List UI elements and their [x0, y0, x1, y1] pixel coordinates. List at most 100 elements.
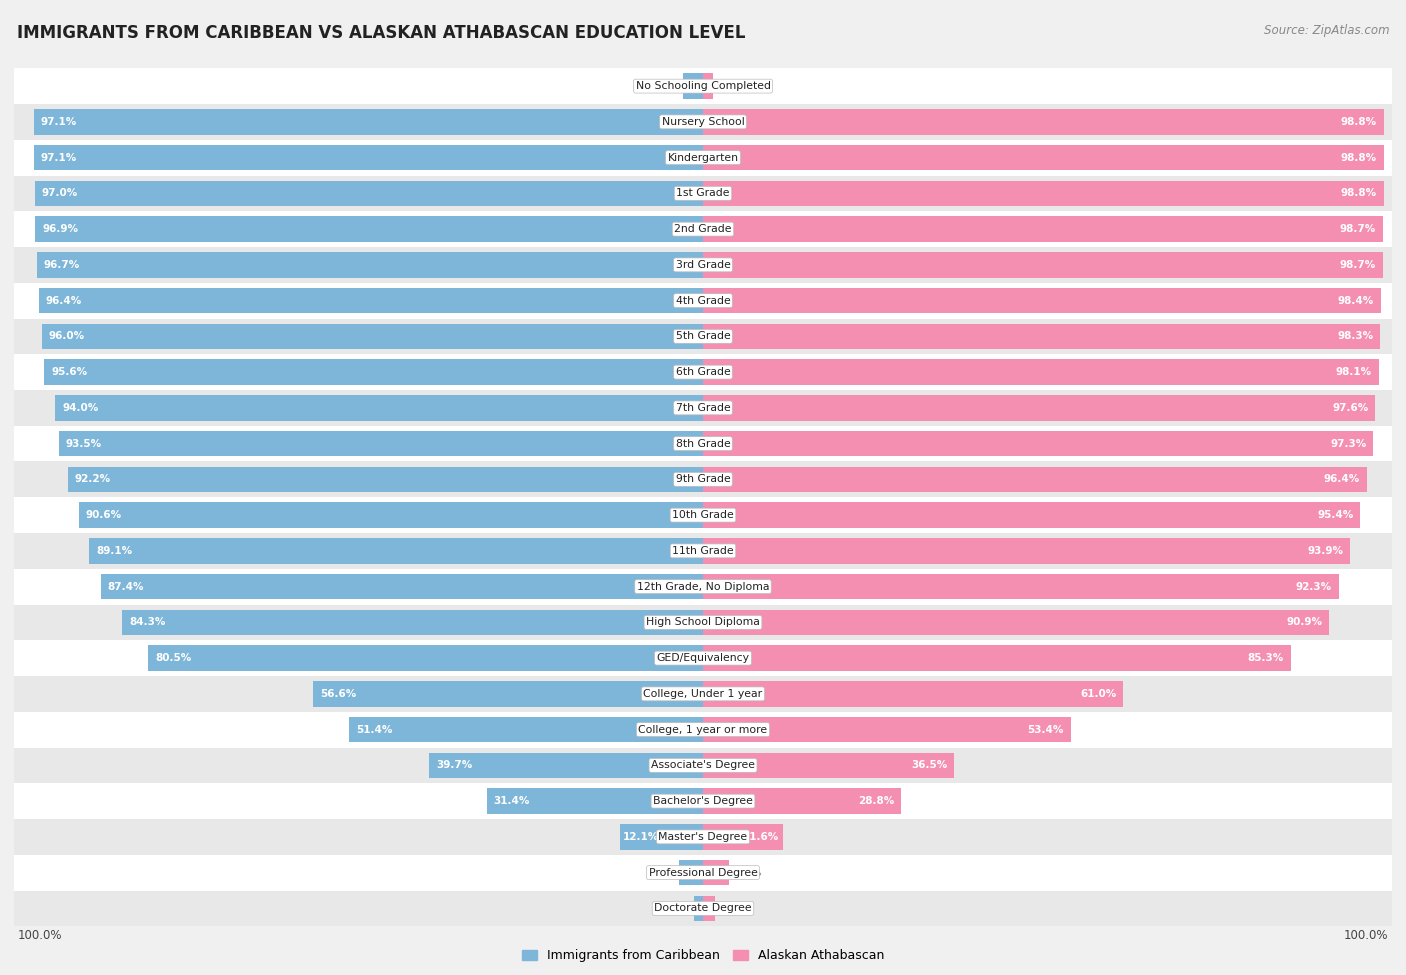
- Text: 85.3%: 85.3%: [1247, 653, 1284, 663]
- Bar: [14, 641, 1392, 676]
- Text: 53.4%: 53.4%: [1028, 724, 1064, 734]
- Bar: [703, 288, 1381, 314]
- Bar: [703, 252, 1384, 278]
- Bar: [486, 788, 703, 814]
- Bar: [703, 466, 1367, 492]
- Text: IMMIGRANTS FROM CARIBBEAN VS ALASKAN ATHABASCAN EDUCATION LEVEL: IMMIGRANTS FROM CARIBBEAN VS ALASKAN ATH…: [17, 24, 745, 42]
- Bar: [14, 783, 1392, 819]
- Bar: [703, 431, 1374, 456]
- Legend: Immigrants from Caribbean, Alaskan Athabascan: Immigrants from Caribbean, Alaskan Athab…: [517, 944, 889, 967]
- Text: 12th Grade, No Diploma: 12th Grade, No Diploma: [637, 582, 769, 592]
- Text: 97.1%: 97.1%: [41, 117, 77, 127]
- Text: 97.6%: 97.6%: [1333, 403, 1368, 412]
- Bar: [45, 359, 703, 385]
- Text: 97.3%: 97.3%: [1330, 439, 1367, 448]
- Bar: [35, 216, 703, 242]
- Text: 96.4%: 96.4%: [46, 295, 82, 305]
- Text: Source: ZipAtlas.com: Source: ZipAtlas.com: [1264, 24, 1389, 37]
- Bar: [703, 538, 1350, 564]
- Bar: [314, 681, 703, 707]
- Text: 5th Grade: 5th Grade: [676, 332, 730, 341]
- Bar: [14, 748, 1392, 783]
- Bar: [14, 855, 1392, 890]
- Text: 1.3%: 1.3%: [697, 904, 727, 914]
- Bar: [14, 319, 1392, 354]
- Text: 98.8%: 98.8%: [1341, 188, 1376, 198]
- Bar: [14, 568, 1392, 604]
- Text: Master's Degree: Master's Degree: [658, 832, 748, 841]
- Bar: [14, 533, 1392, 568]
- Bar: [703, 73, 713, 99]
- Bar: [122, 609, 703, 636]
- Text: 92.3%: 92.3%: [1296, 582, 1331, 592]
- Text: High School Diploma: High School Diploma: [647, 617, 759, 627]
- Text: 90.6%: 90.6%: [86, 510, 122, 520]
- Text: GED/Equivalency: GED/Equivalency: [657, 653, 749, 663]
- Text: 95.4%: 95.4%: [1317, 510, 1354, 520]
- Bar: [14, 68, 1392, 104]
- Bar: [703, 395, 1375, 421]
- Bar: [703, 645, 1291, 671]
- Bar: [620, 824, 703, 850]
- Bar: [703, 180, 1384, 207]
- Bar: [703, 216, 1384, 242]
- Bar: [34, 109, 703, 135]
- Text: 96.7%: 96.7%: [44, 260, 80, 270]
- Bar: [14, 247, 1392, 283]
- Text: 100.0%: 100.0%: [1344, 928, 1389, 942]
- Bar: [703, 717, 1071, 743]
- Bar: [14, 212, 1392, 247]
- Text: 1st Grade: 1st Grade: [676, 188, 730, 198]
- Bar: [14, 426, 1392, 461]
- Text: 98.8%: 98.8%: [1341, 153, 1376, 163]
- Text: 96.0%: 96.0%: [48, 332, 84, 341]
- Text: 89.1%: 89.1%: [96, 546, 132, 556]
- Text: 36.5%: 36.5%: [911, 760, 948, 770]
- Bar: [14, 819, 1392, 855]
- Text: Professional Degree: Professional Degree: [648, 868, 758, 878]
- Text: Bachelor's Degree: Bachelor's Degree: [652, 797, 754, 806]
- Text: 98.7%: 98.7%: [1340, 260, 1376, 270]
- Text: 98.8%: 98.8%: [1341, 117, 1376, 127]
- Text: 7th Grade: 7th Grade: [676, 403, 730, 412]
- Text: Associate's Degree: Associate's Degree: [651, 760, 755, 770]
- Text: 1.7%: 1.7%: [718, 904, 747, 914]
- Text: 4th Grade: 4th Grade: [676, 295, 730, 305]
- Text: 31.4%: 31.4%: [494, 797, 530, 806]
- Text: 90.9%: 90.9%: [1286, 617, 1323, 627]
- Bar: [14, 139, 1392, 176]
- Text: College, 1 year or more: College, 1 year or more: [638, 724, 768, 734]
- Text: 12.1%: 12.1%: [623, 832, 659, 841]
- Text: 80.5%: 80.5%: [155, 653, 191, 663]
- Bar: [59, 431, 703, 456]
- Bar: [149, 645, 703, 671]
- Bar: [429, 753, 703, 778]
- Text: Doctorate Degree: Doctorate Degree: [654, 904, 752, 914]
- Bar: [703, 502, 1360, 528]
- Text: 2nd Grade: 2nd Grade: [675, 224, 731, 234]
- Bar: [703, 895, 714, 921]
- Text: 8th Grade: 8th Grade: [676, 439, 730, 448]
- Bar: [349, 717, 703, 743]
- Bar: [703, 324, 1381, 349]
- Text: 95.6%: 95.6%: [51, 368, 87, 377]
- Bar: [89, 538, 703, 564]
- Text: 98.7%: 98.7%: [1340, 224, 1376, 234]
- Text: 84.3%: 84.3%: [129, 617, 166, 627]
- Bar: [703, 144, 1384, 171]
- Bar: [79, 502, 703, 528]
- Text: 3.8%: 3.8%: [733, 868, 762, 878]
- Bar: [703, 359, 1379, 385]
- Text: 98.1%: 98.1%: [1336, 368, 1372, 377]
- Bar: [14, 461, 1392, 497]
- Text: 97.1%: 97.1%: [41, 153, 77, 163]
- Bar: [14, 497, 1392, 533]
- Bar: [101, 573, 703, 600]
- Text: 11th Grade: 11th Grade: [672, 546, 734, 556]
- Bar: [14, 283, 1392, 319]
- Text: 6th Grade: 6th Grade: [676, 368, 730, 377]
- Text: 92.2%: 92.2%: [75, 475, 111, 485]
- Text: 93.5%: 93.5%: [66, 439, 101, 448]
- Text: 3.5%: 3.5%: [682, 868, 711, 878]
- Bar: [67, 466, 703, 492]
